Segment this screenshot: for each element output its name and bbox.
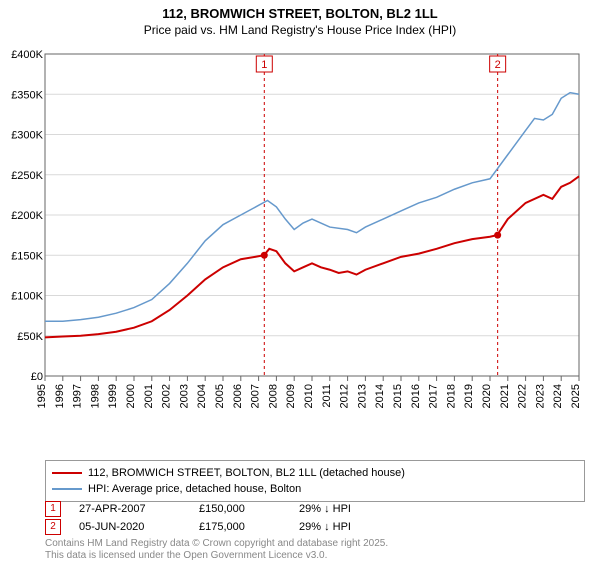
marker-row-1: 1 27-APR-2007 £150,000 29% ↓ HPI [45, 500, 409, 518]
svg-text:£350K: £350K [11, 89, 43, 101]
svg-text:2023: 2023 [534, 384, 546, 408]
svg-text:2021: 2021 [499, 384, 511, 408]
svg-text:2019: 2019 [463, 384, 475, 408]
svg-text:2018: 2018 [445, 384, 457, 408]
legend-swatch-hpi [52, 488, 82, 490]
legend-label-hpi: HPI: Average price, detached house, Bolt… [88, 483, 301, 495]
svg-text:2006: 2006 [232, 384, 244, 408]
svg-text:£150K: £150K [11, 250, 43, 262]
footer-note: Contains HM Land Registry data © Crown c… [45, 538, 388, 562]
svg-text:1999: 1999 [107, 384, 119, 408]
svg-text:£200K: £200K [11, 210, 43, 222]
svg-text:2011: 2011 [321, 384, 333, 408]
footer-line2: This data is licensed under the Open Gov… [45, 550, 388, 562]
marker-date-2: 05-JUN-2020 [79, 521, 199, 533]
legend-label-price: 112, BROMWICH STREET, BOLTON, BL2 1LL (d… [88, 467, 405, 479]
chart-title: 112, BROMWICH STREET, BOLTON, BL2 1LL [0, 0, 600, 23]
legend: 112, BROMWICH STREET, BOLTON, BL2 1LL (d… [45, 460, 585, 502]
svg-text:1: 1 [261, 59, 267, 71]
chart-svg: £0£50K£100K£150K£200K£250K£300K£350K£400… [45, 48, 585, 418]
svg-text:2002: 2002 [161, 384, 173, 408]
svg-text:£300K: £300K [11, 130, 43, 142]
svg-text:2003: 2003 [178, 384, 190, 408]
legend-row-price: 112, BROMWICH STREET, BOLTON, BL2 1LL (d… [52, 465, 578, 481]
marker-row-2: 2 05-JUN-2020 £175,000 29% ↓ HPI [45, 518, 409, 536]
marker-badge-2: 2 [45, 519, 61, 535]
svg-text:2025: 2025 [570, 384, 582, 408]
footer-line1: Contains HM Land Registry data © Crown c… [45, 538, 388, 550]
svg-text:2010: 2010 [303, 384, 315, 408]
svg-text:1996: 1996 [54, 384, 66, 408]
svg-text:£50K: £50K [17, 331, 43, 343]
legend-row-hpi: HPI: Average price, detached house, Bolt… [52, 481, 578, 497]
svg-text:£250K: £250K [11, 170, 43, 182]
svg-text:2024: 2024 [552, 384, 564, 408]
svg-text:1997: 1997 [72, 384, 84, 408]
svg-text:2014: 2014 [374, 384, 386, 408]
marker-diff-1: 29% ↓ HPI [299, 503, 409, 515]
svg-text:2022: 2022 [517, 384, 529, 408]
marker-table: 1 27-APR-2007 £150,000 29% ↓ HPI 2 05-JU… [45, 500, 409, 536]
chart-container: 112, BROMWICH STREET, BOLTON, BL2 1LL Pr… [0, 0, 600, 560]
svg-text:£100K: £100K [11, 291, 43, 303]
svg-text:2: 2 [495, 59, 501, 71]
legend-swatch-price [52, 472, 82, 474]
svg-text:2020: 2020 [481, 384, 493, 408]
svg-text:2001: 2001 [143, 384, 155, 408]
svg-text:2008: 2008 [267, 384, 279, 408]
svg-text:2009: 2009 [285, 384, 297, 408]
svg-text:2013: 2013 [356, 384, 368, 408]
marker-diff-2: 29% ↓ HPI [299, 521, 409, 533]
marker-price-1: £150,000 [199, 503, 299, 515]
svg-text:£400K: £400K [11, 49, 43, 61]
svg-text:2005: 2005 [214, 384, 226, 408]
svg-text:£0: £0 [31, 371, 43, 383]
svg-text:2016: 2016 [410, 384, 422, 408]
chart-subtitle: Price paid vs. HM Land Registry's House … [0, 23, 600, 41]
svg-text:2012: 2012 [339, 384, 351, 408]
svg-text:2004: 2004 [196, 384, 208, 408]
marker-badge-1: 1 [45, 501, 61, 517]
svg-text:2000: 2000 [125, 384, 137, 408]
svg-text:1998: 1998 [89, 384, 101, 408]
svg-text:1995: 1995 [36, 384, 48, 408]
svg-text:2017: 2017 [428, 384, 440, 408]
marker-date-1: 27-APR-2007 [79, 503, 199, 515]
svg-text:2015: 2015 [392, 384, 404, 408]
svg-text:2007: 2007 [250, 384, 262, 408]
marker-price-2: £175,000 [199, 521, 299, 533]
